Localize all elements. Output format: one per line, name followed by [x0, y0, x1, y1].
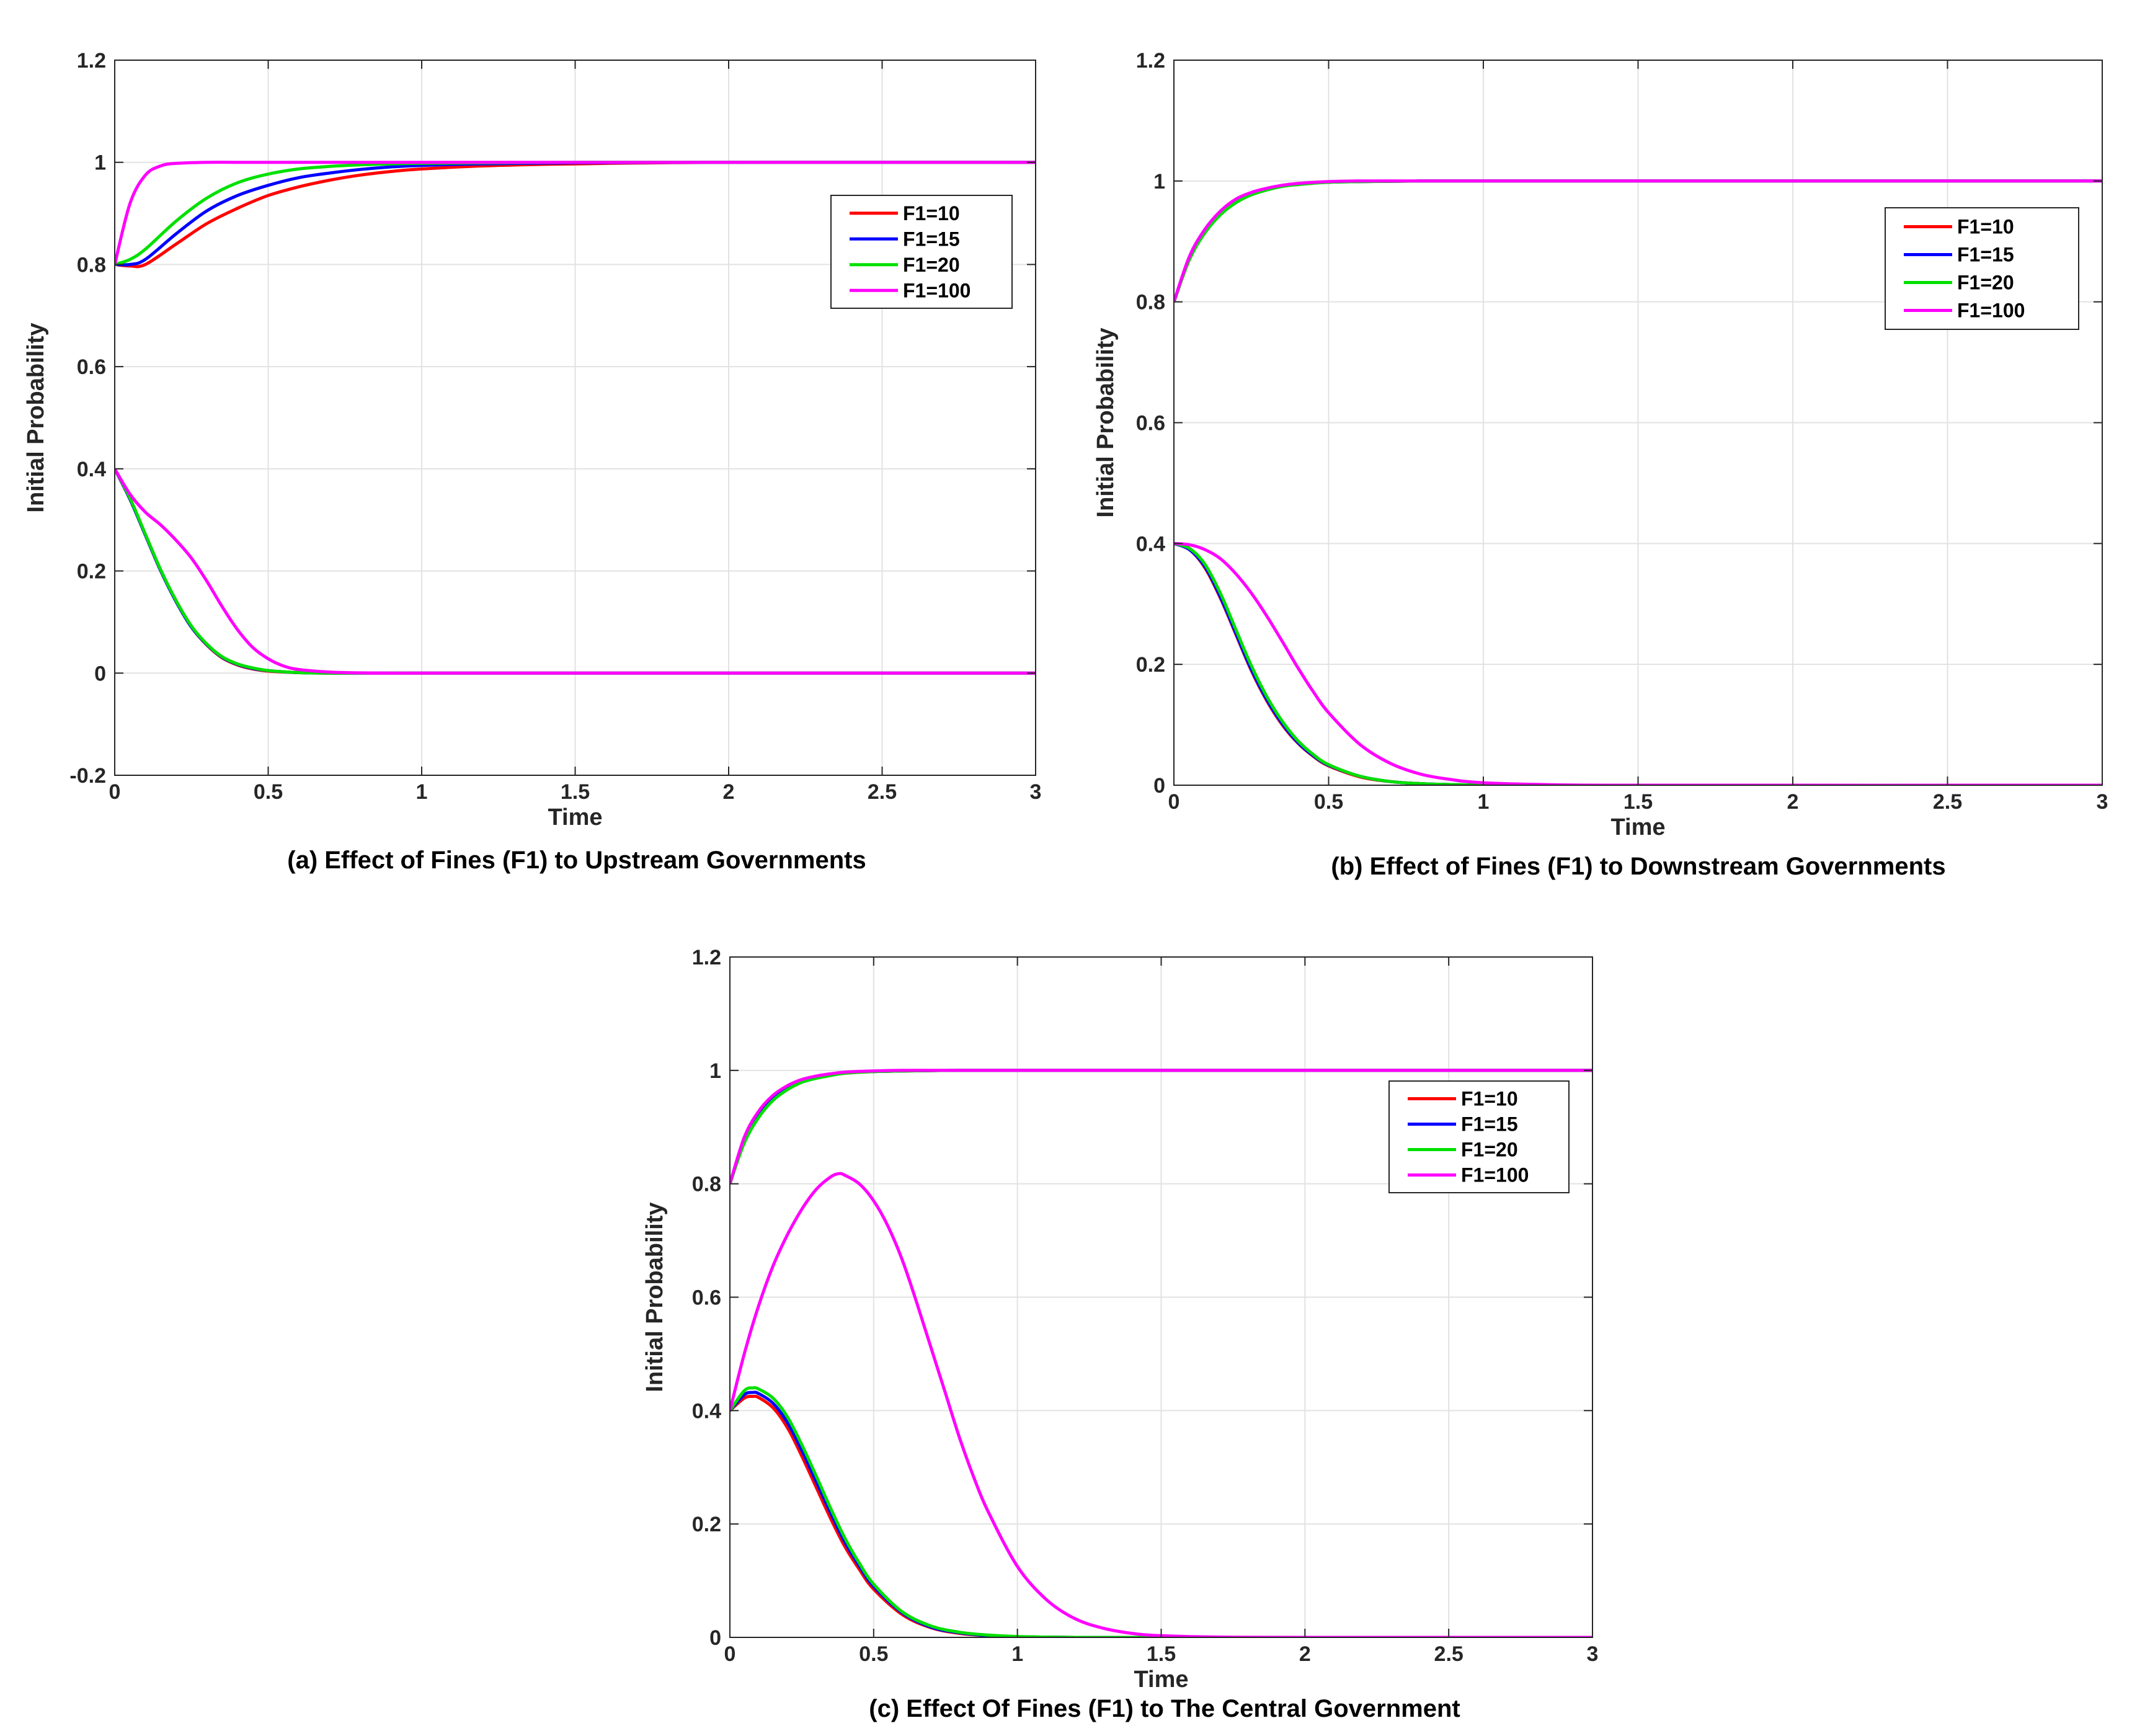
caption-c: (c) Effect Of Fines (F1) to The Central …	[869, 1695, 1460, 1722]
y-tick-label: 0.6	[692, 1286, 721, 1310]
x-tick-label: 0.5	[859, 1642, 888, 1666]
panel-b-downstream: 0 0.5 1 1.5 2 2.5 3 0 0.2 0.4 0.6 0.8 1 1.2 Time Initia…	[1093, 49, 2108, 840]
x-tick-label: 2	[723, 780, 735, 804]
y-tick-label: 1.2	[1136, 49, 1165, 73]
x-tick-label: 3	[2097, 790, 2108, 814]
x-tick-label: 1	[1478, 790, 1490, 814]
legend-label: F1=15	[1461, 1113, 1518, 1136]
x-tick-label: 1	[416, 780, 428, 804]
x-tick-label: 1.5	[1623, 790, 1653, 814]
y-tick-label: 0.4	[1136, 532, 1165, 556]
series-line-f1-100-3	[730, 1069, 1592, 1185]
y-tick-label: 0.4	[692, 1399, 721, 1423]
series-group	[115, 161, 1036, 675]
x-tick-label: 3	[1030, 780, 1042, 804]
legend-label: F1=15	[1957, 244, 2014, 266]
y-axis-title: Initial Probability	[23, 323, 49, 512]
y-tick-label: 0.4	[77, 458, 106, 481]
y-tick-label: -0.2	[69, 764, 106, 788]
x-tick-label: 1	[1011, 1642, 1023, 1666]
y-tick-label: 0.8	[1136, 291, 1165, 314]
y-tick-label: 0.6	[1136, 412, 1165, 435]
x-tick-label: 1.5	[1147, 1642, 1176, 1666]
series-group	[730, 1069, 1592, 1637]
x-tick-label: 0	[109, 780, 121, 804]
y-tick-label: 0	[1153, 774, 1165, 798]
caption-b: (b) Effect of Fines (F1) to Downstream G…	[1331, 853, 1945, 880]
legend: F1=10 F1=15 F1=20 F1=100	[1388, 1080, 1570, 1193]
legend-label: F1=10	[903, 202, 960, 225]
y-tick-label: 0	[709, 1626, 721, 1650]
y-tick-label: 0.2	[1136, 653, 1165, 677]
legend-label: F1=20	[903, 254, 960, 276]
series-line-f1-100-3	[1174, 179, 2102, 303]
legend-label: F1=20	[1461, 1139, 1518, 1161]
y-tick-label: 1	[709, 1059, 721, 1083]
legend-label: F1=100	[903, 279, 971, 301]
x-tick-label: 0.5	[254, 780, 283, 804]
y-axis-title: Initial Probability	[642, 1202, 668, 1392]
legend-label: F1=10	[1957, 216, 2014, 238]
legend-label: F1=20	[1957, 272, 2014, 294]
series-line-f1-100-3	[115, 161, 1036, 265]
x-tick-label: 2.5	[1933, 790, 1962, 814]
x-axis-title: Time	[548, 804, 602, 830]
series-line-f1-100-7	[730, 1172, 1592, 1637]
series-line-f1-20-6	[730, 1386, 1592, 1637]
y-tick-label: 1	[94, 151, 106, 175]
y-tick-label: 1.2	[692, 946, 721, 969]
caption-a: (a) Effect of Fines (F1) to Upstream Gov…	[287, 847, 866, 874]
y-tick-label: 1	[1153, 170, 1165, 194]
legend-label: F1=10	[1461, 1088, 1518, 1110]
y-tick-label: 0.2	[77, 560, 106, 584]
legend-label: F1=15	[903, 228, 960, 250]
series-line-f1-20-6	[1174, 541, 2102, 785]
x-tick-label: 0.5	[1314, 790, 1343, 814]
series-line-f1-10-4	[730, 1394, 1592, 1637]
y-tick-label: 0	[94, 662, 106, 685]
x-tick-label: 0	[1168, 790, 1180, 814]
legend: F1=10 F1=15 F1=20 F1=100	[830, 195, 1013, 309]
panel-a-upstream: 0 0.5 1 1.5 2 2.5 3-0.200.20.40.60.811.2TimeIn…	[23, 49, 1041, 830]
y-tick-label: 0.8	[692, 1173, 721, 1196]
x-tick-label: 1.5	[561, 780, 590, 804]
x-tick-label: 3	[1587, 1642, 1599, 1666]
legend-label: F1=100	[1957, 300, 2025, 322]
x-tick-label: 0	[724, 1642, 736, 1666]
panel-c-central: 0 0.5 1 1.5 2 2.5 3 0 0.2 0.4 0.6 0.8 1 1.2 Time Initia…	[642, 946, 1598, 1693]
x-tick-label: 2.5	[1434, 1642, 1464, 1666]
legend: F1=10 F1=15 F1=20 F1=100	[1885, 207, 2079, 330]
x-tick-label: 2	[1787, 790, 1799, 814]
x-tick-label: 2	[1299, 1642, 1311, 1666]
x-axis-title: Time	[1610, 814, 1665, 840]
x-tick-label: 2.5	[868, 780, 897, 804]
y-tick-label: 0.6	[77, 355, 106, 379]
x-axis-title: Time	[1134, 1667, 1188, 1693]
legend-label: F1=100	[1461, 1164, 1529, 1186]
series-line-f1-100-7	[115, 468, 1036, 675]
y-axis-title: Initial Probability	[1093, 327, 1119, 517]
y-tick-label: 0.2	[692, 1513, 721, 1536]
y-tick-label: 0.8	[77, 253, 106, 277]
series-group	[1174, 179, 2102, 785]
y-tick-label: 1.2	[77, 49, 106, 73]
